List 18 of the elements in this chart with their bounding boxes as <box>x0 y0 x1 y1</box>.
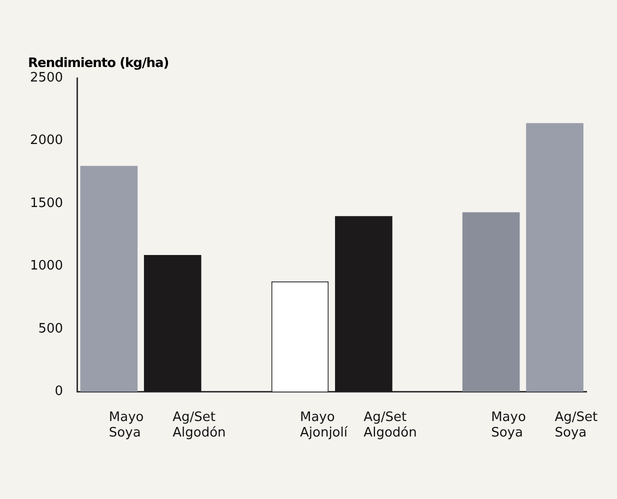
x-tick-label: Mayo Soya <box>491 410 526 441</box>
x-tick-label: Mayo Soya <box>108 410 144 441</box>
x-tick-label: Ag/Set Soya <box>554 410 598 441</box>
bar <box>526 123 584 392</box>
y-tick-label: 1500 <box>30 196 64 211</box>
bar <box>80 166 138 392</box>
bar <box>335 216 392 392</box>
y-axis-title: Rendimiento (kg/ha) <box>28 56 169 71</box>
y-tick-label: 0 <box>54 384 64 400</box>
bar <box>144 254 202 392</box>
bar <box>462 212 520 392</box>
x-tick-label: Mayo Ajonjolí <box>300 410 348 441</box>
x-tick-label: Ag/Set Algodón <box>172 410 226 441</box>
y-tick-label: 2000 <box>30 133 64 148</box>
y-tick-label: 500 <box>38 321 64 336</box>
y-tick-label: 2500 <box>30 70 64 86</box>
y-tick-label: 1000 <box>30 258 64 274</box>
x-tick-label: Ag/Set Algodón <box>364 410 417 441</box>
